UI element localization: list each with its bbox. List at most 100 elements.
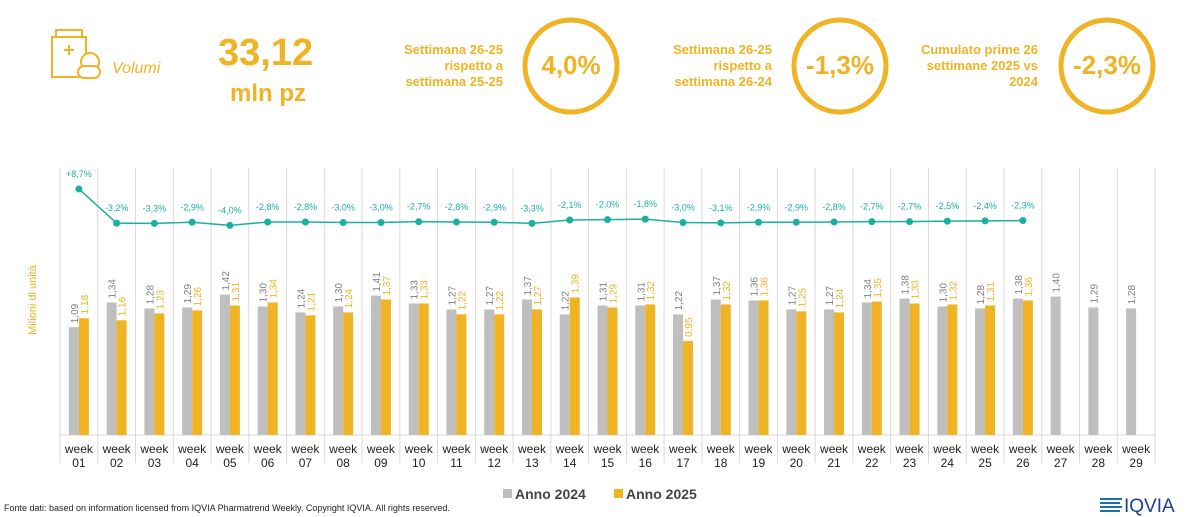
line-point: [226, 221, 234, 229]
kpi-value: -2,3%: [1073, 50, 1141, 80]
legend-swatch: [614, 489, 623, 498]
data-label: 1,18: [80, 294, 91, 314]
data-label: 1,16: [118, 296, 129, 316]
bar: [380, 299, 391, 435]
line-point: [1019, 217, 1027, 225]
data-label: 1,27: [533, 286, 544, 306]
data-label: 1,37: [712, 276, 723, 296]
data-label: -2,8%: [294, 202, 318, 212]
bar: [871, 301, 882, 435]
bar: [645, 304, 656, 435]
line-point: [415, 218, 423, 226]
bar: [257, 306, 268, 435]
bar: [494, 314, 505, 435]
data-label: -2,7%: [860, 202, 884, 212]
line-point: [943, 217, 951, 225]
data-label: 1,28: [976, 285, 987, 305]
bar: [521, 299, 532, 435]
data-label: -2,7%: [898, 202, 922, 212]
x-tick-label: week 05: [215, 442, 244, 470]
bar: [154, 313, 165, 435]
total-value: 33,12: [218, 32, 314, 74]
data-label: 1,34: [269, 279, 280, 299]
line-point: [150, 219, 158, 227]
bar: [683, 341, 694, 435]
data-label: 1,38: [901, 275, 912, 295]
x-tick-label: week 12: [480, 442, 509, 470]
data-label: 1,40: [1052, 273, 1063, 293]
line-point: [868, 218, 876, 226]
line-point: [75, 185, 83, 193]
bar: [343, 312, 354, 435]
line-point: [188, 218, 196, 226]
x-tick-label: week 27: [1046, 442, 1075, 470]
line: [78, 188, 1023, 227]
data-label: 1,33: [420, 280, 431, 300]
bar: [144, 308, 155, 435]
bar: [975, 308, 986, 435]
x-tick-label: week 25: [971, 442, 1000, 470]
x-tick-label: week 14: [555, 442, 584, 470]
line-point: [301, 218, 309, 226]
data-label: 1,27: [787, 286, 798, 306]
data-label: 1,27: [485, 286, 496, 306]
data-label: -2,1%: [558, 200, 582, 210]
line-point: [717, 219, 725, 227]
bar: [219, 294, 230, 435]
total-unit: mln pz: [230, 80, 306, 107]
data-label: -1,8%: [634, 199, 658, 209]
line-point: [679, 219, 687, 227]
data-label: 1,22: [561, 290, 572, 310]
line-point: [830, 218, 838, 226]
line-point: [113, 219, 121, 227]
data-label: 1,36: [1024, 277, 1035, 297]
data-label: 1,37: [382, 276, 393, 296]
bar: [456, 314, 467, 435]
bar: [569, 297, 580, 435]
x-tick-label: week 22: [857, 442, 886, 470]
data-label: 1,36: [750, 277, 761, 297]
bar: [1022, 300, 1033, 435]
bar: [937, 306, 948, 435]
bar: [267, 302, 278, 435]
data-label: -3,0%: [369, 203, 393, 213]
data-label: -2,9%: [482, 202, 506, 212]
data-label: 1,30: [334, 283, 345, 303]
x-tick-label: week 06: [253, 442, 282, 470]
x-tick-label: week 04: [178, 442, 207, 470]
bar: [531, 309, 542, 435]
kpi-value: -1,3%: [806, 50, 874, 80]
bar: [446, 309, 457, 435]
data-label: 1,24: [344, 288, 355, 308]
kpi-label: Settimana 26-25 rispetto a settimana 26-…: [673, 42, 772, 89]
data-label: -2,4%: [973, 201, 997, 211]
line-point: [755, 218, 763, 226]
y-axis-label: Milioni di unità: [27, 264, 39, 335]
data-label: 1,28: [145, 285, 156, 305]
data-label: 1,38: [1014, 275, 1025, 295]
legend-swatch: [503, 489, 512, 498]
line-point: [264, 218, 272, 226]
bar: [295, 312, 306, 435]
line-point: [566, 216, 574, 224]
x-tick-label: week 26: [1008, 442, 1037, 470]
data-label: 1,27: [825, 286, 836, 306]
line-point: [339, 219, 347, 227]
line-point: [604, 216, 611, 224]
data-label: 1,24: [296, 288, 307, 308]
bar: [484, 309, 495, 435]
bar: [116, 320, 127, 435]
data-label: -3,0%: [671, 203, 695, 213]
x-tick-label: week 28: [1084, 442, 1113, 470]
bar: [909, 303, 920, 435]
bar: [333, 306, 344, 435]
kpi-label: Settimana 26-25 rispetto a settimana 25-…: [404, 42, 503, 89]
x-tick-label: week 24: [933, 442, 962, 470]
x-tick-label: week 09: [366, 442, 395, 470]
bar: [861, 302, 872, 435]
bar: [985, 305, 996, 435]
bar: [370, 295, 381, 435]
data-label: -2,9%: [180, 202, 204, 212]
data-label: 1,35: [873, 278, 884, 298]
